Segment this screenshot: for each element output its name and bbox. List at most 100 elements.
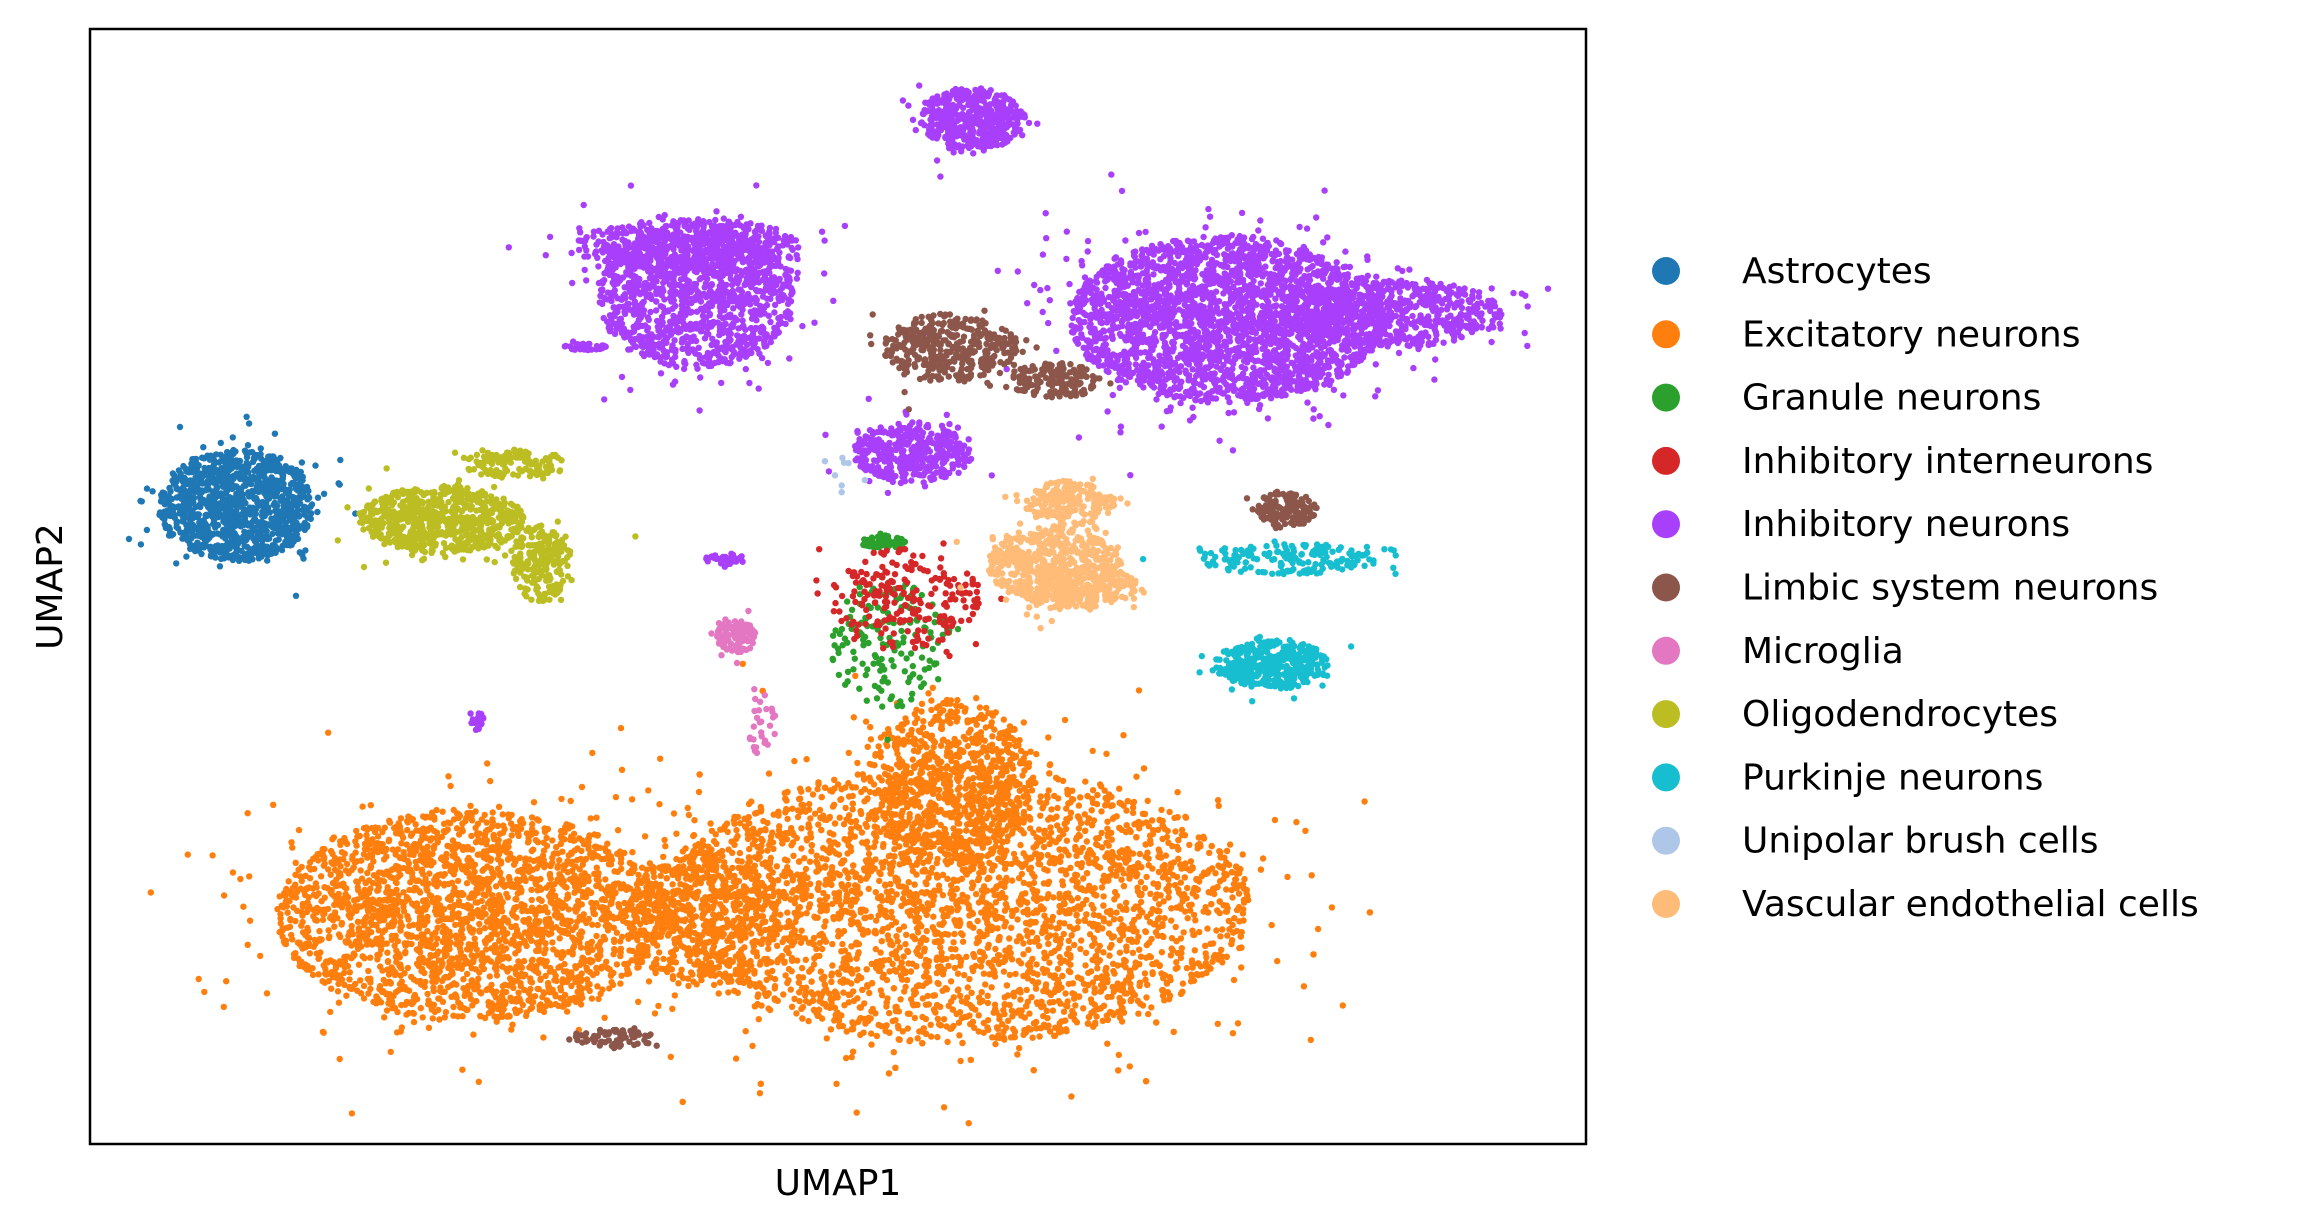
scatter-point [334, 892, 341, 899]
scatter-point [365, 841, 372, 848]
scatter-point [950, 939, 957, 946]
scatter-point [296, 512, 303, 520]
scatter-point [784, 979, 791, 987]
scatter-point [194, 514, 201, 521]
scatter-point [782, 972, 789, 979]
scatter-point [1188, 957, 1196, 964]
scatter-point [475, 1078, 482, 1086]
scatter-point [517, 933, 525, 940]
scatter-point [363, 832, 370, 839]
scatter-point [1182, 813, 1189, 820]
scatter-point [1137, 953, 1145, 960]
scatter-point [450, 1003, 457, 1011]
scatter-point [300, 555, 307, 562]
scatter-point [344, 900, 352, 907]
scatter-point [426, 1000, 434, 1007]
scatter-point [229, 556, 237, 564]
scatter-point [845, 812, 853, 819]
scatter-point [194, 461, 202, 469]
scatter-point [593, 932, 600, 940]
scatter-point [571, 837, 578, 844]
scatter-point [611, 868, 618, 875]
scatter-point [1271, 816, 1279, 824]
scatter-point [292, 950, 299, 957]
scatter-point [418, 868, 425, 875]
scatter-point [359, 803, 366, 810]
scatter-point [507, 994, 514, 1001]
scatter-point [435, 995, 442, 1002]
scatter-point [205, 476, 212, 484]
scatter-point [519, 1001, 527, 1009]
scatter-point [389, 919, 396, 926]
scatter-point [271, 486, 278, 493]
scatter-point [487, 865, 495, 872]
scatter-point [501, 914, 508, 921]
scatter-point [165, 493, 173, 500]
scatter-point [595, 995, 602, 1003]
scatter-point [346, 929, 353, 936]
scatter-point [177, 471, 184, 478]
scatter-point [411, 842, 418, 849]
scatter-point [558, 795, 565, 803]
scatter-point [530, 846, 537, 853]
scatter-point [563, 1008, 571, 1015]
scatter-point [329, 879, 337, 887]
scatter-point [263, 990, 271, 997]
scatter-point [482, 940, 489, 947]
scatter-point [517, 884, 524, 891]
scatter-point [561, 960, 568, 968]
scatter-point [499, 963, 506, 970]
scatter-point [331, 923, 338, 930]
scatter-point [311, 855, 318, 862]
scatter-point [464, 843, 472, 851]
scatter-point [574, 845, 581, 852]
scatter-point [228, 476, 235, 483]
scatter-point [149, 488, 156, 495]
scatter-point [624, 884, 632, 891]
scatter-point [198, 497, 205, 504]
scatter-point [365, 967, 372, 975]
scatter-point [1029, 1034, 1036, 1041]
scatter-point [435, 895, 442, 902]
scatter-point [542, 904, 549, 911]
scatter-point [194, 488, 202, 496]
scatter-point [604, 927, 612, 934]
scatter-point [361, 955, 368, 962]
scatter-point [311, 936, 318, 944]
scatter-point [397, 919, 404, 926]
scatter-point [1361, 798, 1368, 805]
scatter-point [357, 867, 364, 874]
scatter-point [1238, 964, 1245, 971]
scatter-point [465, 869, 472, 876]
scatter-point [765, 770, 773, 777]
scatter-point [495, 844, 502, 851]
scatter-point [554, 850, 562, 857]
scatter-point [290, 521, 297, 528]
scatter-point [431, 961, 438, 968]
scatter-point [500, 925, 507, 933]
scatter-point [440, 922, 447, 930]
scatter-point [419, 854, 426, 862]
scatter-point [1014, 1051, 1021, 1058]
scatter-point [259, 498, 266, 506]
scatter-point [499, 811, 506, 818]
scatter-point [555, 964, 562, 971]
scatter-point [545, 915, 553, 923]
scatter-point [523, 830, 531, 837]
scatter-point [456, 945, 464, 952]
scatter-point [338, 881, 345, 888]
scatter-point [1056, 953, 1063, 961]
scatter-point [570, 830, 578, 837]
scatter-point [515, 958, 522, 965]
scatter-point [265, 521, 273, 528]
scatter-point [956, 1032, 963, 1039]
scatter-point [252, 494, 260, 502]
scatter-point [290, 494, 298, 501]
scatter-point [383, 1007, 391, 1014]
scatter-point [437, 871, 444, 878]
scatter-point [913, 871, 920, 878]
scatter-point [803, 756, 810, 763]
scatter-point [560, 997, 568, 1004]
scatter-point [1302, 827, 1309, 834]
scatter-point [610, 936, 618, 943]
